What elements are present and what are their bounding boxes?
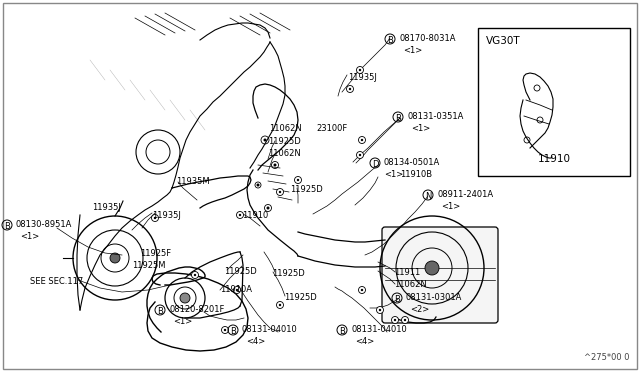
Text: 11925D: 11925D — [224, 267, 257, 276]
Text: 11910B: 11910B — [400, 170, 432, 179]
Text: 11935J: 11935J — [92, 203, 121, 212]
Circle shape — [257, 183, 259, 186]
Text: B: B — [157, 307, 163, 316]
Text: 11935M: 11935M — [176, 177, 210, 186]
Text: 08120-8201F: 08120-8201F — [169, 305, 225, 314]
Circle shape — [356, 151, 364, 158]
Circle shape — [279, 304, 281, 306]
Circle shape — [221, 327, 228, 334]
Text: 08130-8951A: 08130-8951A — [16, 220, 72, 229]
Circle shape — [358, 137, 365, 144]
Circle shape — [266, 206, 269, 209]
Text: 08911-2401A: 08911-2401A — [437, 190, 493, 199]
Circle shape — [392, 317, 399, 324]
Text: B: B — [339, 327, 345, 336]
Text: B: B — [395, 114, 401, 123]
Text: 11925D: 11925D — [272, 269, 305, 278]
Text: 11911: 11911 — [394, 268, 420, 277]
FancyBboxPatch shape — [382, 227, 498, 323]
Text: SEE SEC.117: SEE SEC.117 — [30, 277, 83, 286]
Bar — [478, 28, 630, 176]
Circle shape — [356, 67, 364, 74]
Circle shape — [358, 286, 365, 294]
Text: 11062N: 11062N — [268, 149, 301, 158]
Text: B: B — [394, 295, 400, 304]
Circle shape — [273, 164, 276, 167]
Text: 08131-0301A: 08131-0301A — [406, 293, 462, 302]
Text: 11062N: 11062N — [394, 280, 427, 289]
Text: ^275*00 0: ^275*00 0 — [584, 353, 630, 362]
Circle shape — [359, 154, 361, 156]
Text: <4>: <4> — [355, 337, 374, 346]
Text: <1>: <1> — [384, 170, 403, 179]
Text: <2>: <2> — [410, 305, 429, 314]
Circle shape — [346, 86, 353, 93]
Circle shape — [379, 309, 381, 311]
Text: 11935J: 11935J — [152, 211, 181, 220]
Circle shape — [394, 319, 396, 321]
Circle shape — [361, 289, 364, 291]
Circle shape — [359, 69, 361, 71]
Text: 23100F: 23100F — [316, 124, 348, 133]
Circle shape — [425, 261, 439, 275]
Text: 11910A: 11910A — [220, 285, 252, 294]
Circle shape — [110, 253, 120, 263]
Circle shape — [401, 317, 408, 324]
Text: 11925F: 11925F — [140, 249, 171, 258]
Circle shape — [276, 301, 284, 308]
Text: <1>: <1> — [441, 202, 460, 211]
Circle shape — [239, 214, 241, 216]
Circle shape — [349, 88, 351, 90]
Circle shape — [154, 217, 156, 219]
Text: 11935J: 11935J — [348, 73, 377, 82]
Circle shape — [294, 176, 301, 183]
Text: B: B — [4, 222, 10, 231]
Text: 11925D: 11925D — [268, 137, 301, 146]
Text: 08131-04010: 08131-04010 — [351, 325, 407, 334]
Circle shape — [180, 293, 190, 303]
Circle shape — [191, 272, 198, 279]
Circle shape — [194, 274, 196, 276]
Text: 08131-0351A: 08131-0351A — [407, 112, 463, 121]
Circle shape — [264, 138, 266, 141]
Circle shape — [276, 189, 284, 196]
Circle shape — [279, 191, 281, 193]
Circle shape — [236, 289, 238, 291]
Text: 11925D: 11925D — [284, 293, 317, 302]
Text: <1>: <1> — [411, 124, 430, 133]
Circle shape — [224, 329, 226, 331]
Text: <1>: <1> — [20, 232, 39, 241]
Text: 11910: 11910 — [538, 154, 570, 164]
Circle shape — [361, 139, 364, 141]
Text: VG30T: VG30T — [486, 36, 520, 46]
Text: 11062N: 11062N — [269, 124, 301, 133]
Text: 08134-0501A: 08134-0501A — [384, 158, 440, 167]
Text: 08170-8031A: 08170-8031A — [399, 34, 456, 43]
Text: 11925D: 11925D — [290, 185, 323, 194]
Circle shape — [152, 215, 159, 221]
Text: 11910: 11910 — [242, 211, 268, 220]
Text: B: B — [387, 36, 393, 45]
Text: B: B — [230, 327, 236, 336]
Text: <1>: <1> — [403, 46, 422, 55]
Text: D: D — [372, 160, 378, 169]
Circle shape — [404, 319, 406, 321]
Circle shape — [376, 307, 383, 314]
Circle shape — [237, 212, 243, 218]
Text: 11925M: 11925M — [132, 261, 166, 270]
Text: 08131-04010: 08131-04010 — [242, 325, 298, 334]
Text: N: N — [425, 192, 431, 201]
Text: <1>: <1> — [173, 317, 192, 326]
Circle shape — [234, 286, 241, 294]
Text: <4>: <4> — [246, 337, 265, 346]
Circle shape — [297, 179, 300, 181]
